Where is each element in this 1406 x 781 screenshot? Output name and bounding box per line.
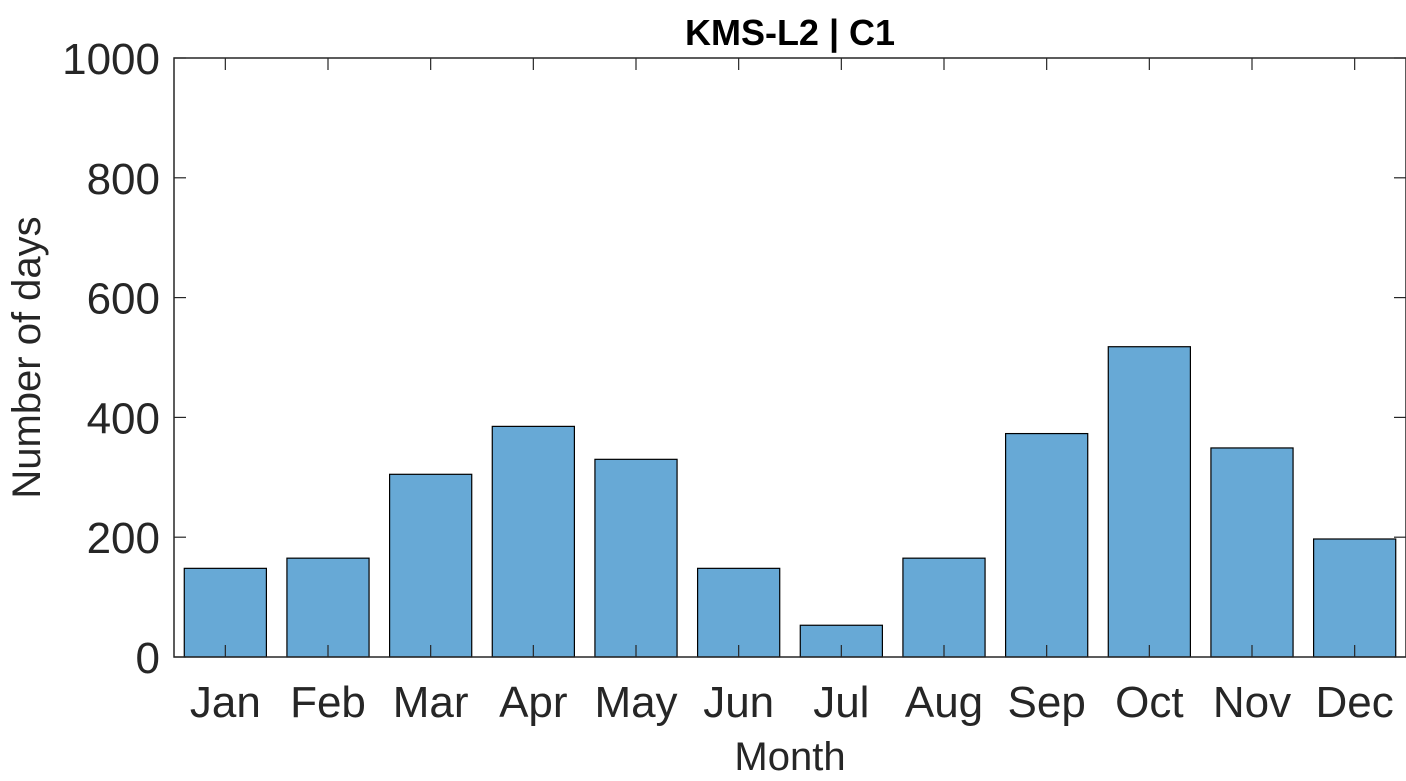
y-tick-label: 1000	[62, 35, 160, 84]
bar-aug	[902, 557, 986, 658]
x-tick-label: Apr	[499, 678, 567, 727]
x-tick-label: Jul	[813, 678, 869, 727]
y-tick-label: 600	[87, 275, 160, 324]
bar-jun	[696, 567, 781, 658]
y-tick-label: 800	[87, 155, 160, 204]
x-tick-label: May	[594, 678, 677, 727]
bar-sep	[1004, 432, 1089, 658]
x-tick-label: Aug	[905, 678, 983, 727]
x-tick-label: Sep	[1008, 678, 1086, 727]
y-tick-label: 0	[136, 634, 160, 683]
y-tick-label: 200	[87, 514, 160, 563]
x-tick-label: Jun	[703, 678, 774, 727]
chart-title: KMS-L2 | C1	[685, 12, 895, 54]
bar-oct	[1107, 346, 1192, 658]
bar-nov	[1210, 447, 1294, 658]
x-tick-label: Feb	[290, 678, 366, 727]
y-axis-label: Number of days	[5, 216, 49, 498]
x-tick-label: Oct	[1115, 678, 1183, 727]
bar-dec	[1312, 538, 1397, 658]
bar-feb	[286, 557, 370, 658]
labels-layer: Jan Feb Mar Apr May Jun Jul Aug Sep Oct Nov Dec 0 200…	[62, 35, 1394, 727]
bars-layer	[183, 346, 1397, 658]
x-tick-label: Dec	[1316, 678, 1394, 727]
y-tick-label: 400	[87, 394, 160, 443]
plot-frame	[173, 57, 1406, 658]
bar-apr	[491, 425, 575, 658]
bar-may	[594, 458, 678, 658]
x-axis-label: Month	[734, 735, 845, 779]
bar-mar	[389, 473, 473, 658]
x-tick-label: Jan	[190, 678, 261, 727]
x-tick-label: Mar	[393, 678, 469, 727]
x-tick-label: Nov	[1213, 678, 1291, 727]
bar-jan	[183, 567, 267, 658]
